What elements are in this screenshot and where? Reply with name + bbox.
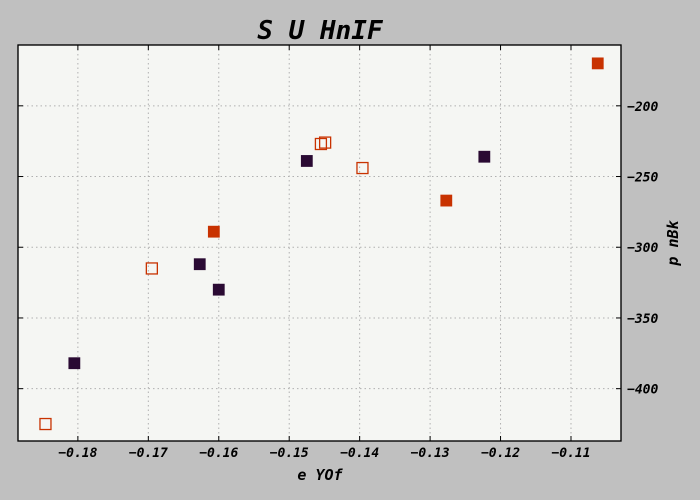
data-point-series-2 <box>591 57 604 70</box>
y-axis-label: p nBk <box>664 219 682 266</box>
data-point-series-3 <box>314 137 328 151</box>
data-point-series-1 <box>68 357 81 370</box>
x-tick-label: −0.11 <box>551 446 590 461</box>
data-point-series-2 <box>207 225 220 238</box>
data-points <box>39 57 604 431</box>
y-tick-label: −350 <box>627 312 658 327</box>
grid-lines <box>18 45 621 441</box>
plot-area <box>17 44 622 442</box>
chart-title: S U HnIF <box>257 16 384 46</box>
data-point-series-2 <box>440 194 453 207</box>
y-tick-label: −300 <box>627 241 658 256</box>
x-tick-label: −0.18 <box>58 446 97 461</box>
x-tick-label: −0.17 <box>129 446 168 461</box>
y-tick-label: −200 <box>627 100 658 115</box>
data-point-series-3 <box>39 417 52 431</box>
data-point-series-1 <box>300 155 313 167</box>
data-point-series-1 <box>478 150 491 163</box>
y-tick-label: −400 <box>627 383 658 398</box>
x-axis-label: e YOf <box>297 466 343 484</box>
data-point-series-3 <box>356 161 369 175</box>
plot-frame <box>17 44 622 442</box>
data-point-series-3 <box>145 262 158 275</box>
x-tick-label: −0.12 <box>481 446 520 461</box>
data-point-series-1 <box>193 258 206 271</box>
y-tick-label: −250 <box>627 171 658 186</box>
x-tick-label: −0.14 <box>340 446 379 461</box>
x-tick-label: −0.13 <box>411 446 450 461</box>
x-tick-label: −0.15 <box>270 446 309 461</box>
x-tick-label: −0.16 <box>199 446 238 461</box>
axis-ticks: −0.18 −0.17 −0.16 −0.15 −0.14 −0.13 −0.12 −0.11… <box>18 45 658 461</box>
data-point-series-1 <box>212 283 225 296</box>
data-point-series-3 <box>318 136 332 149</box>
